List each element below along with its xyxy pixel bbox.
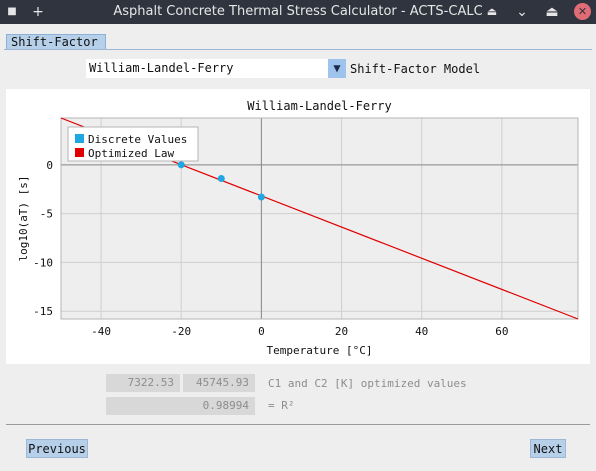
- chart-title: William-Landel-Ferry: [247, 99, 392, 113]
- next-button[interactable]: Next: [530, 439, 566, 458]
- c1-field[interactable]: 7322.53: [106, 374, 180, 392]
- legend-label: Discrete Values: [88, 133, 187, 146]
- discrete-value-point: [257, 193, 265, 201]
- x-tick-label: 60: [495, 325, 508, 338]
- tab-shift-factor[interactable]: Shift-Factor: [6, 34, 106, 49]
- add-icon[interactable]: +: [32, 4, 44, 20]
- x-tick-label: 0: [258, 325, 265, 338]
- x-axis-label: Temperature [°C]: [267, 344, 373, 357]
- y-tick-label: -15: [33, 305, 53, 318]
- plot-frame: [60, 117, 579, 320]
- y-tick-label: -10: [33, 256, 53, 269]
- maximize-icon[interactable]: ⏏: [545, 4, 559, 20]
- r2-label: = R²: [268, 399, 295, 412]
- window-title: Asphalt Concrete Thermal Stress Calculat…: [113, 4, 483, 19]
- legend-swatch: [75, 134, 84, 143]
- legend-swatch: [75, 148, 84, 157]
- r2-field[interactable]: 0.98994: [106, 397, 255, 415]
- x-tick-label: 40: [415, 325, 428, 338]
- separator: [6, 424, 590, 425]
- chart-panel: -40 -20 0 20 40 60 0 -5 -10 -15 William-Landel-Fer…: [6, 89, 590, 364]
- legend-label: Optimized Law: [88, 147, 174, 160]
- pin-icon[interactable]: ⏏: [486, 5, 498, 18]
- y-tick-label: -5: [40, 208, 53, 221]
- legend-box: [67, 126, 199, 162]
- y-tick-label: 0: [46, 159, 53, 172]
- minimize-icon[interactable]: ⌄: [516, 4, 528, 20]
- dropdown-arrow-icon[interactable]: ▼: [328, 59, 346, 78]
- x-tick-label: -40: [91, 325, 111, 338]
- tab-divider: [4, 49, 592, 50]
- c2-field[interactable]: 45745.93: [183, 374, 255, 392]
- c-values-label: C1 and C2 [K] optimized values: [268, 377, 467, 390]
- y-axis-label: log10(aT) [s]: [17, 175, 30, 261]
- x-tick-label: -20: [171, 325, 191, 338]
- close-icon[interactable]: ✕: [574, 3, 591, 20]
- window-menu-icon[interactable]: ■: [7, 6, 17, 17]
- title-bar: ■ + Asphalt Concrete Thermal Stress Calc…: [0, 0, 596, 24]
- wlf-chart: -40 -20 0 20 40 60 0 -5 -10 -15 William-Landel-Fer…: [17, 99, 579, 357]
- discrete-value-point: [217, 174, 225, 182]
- shift-factor-model-select[interactable]: William-Landel-Ferry: [86, 59, 330, 78]
- x-tick-label: 20: [335, 325, 348, 338]
- shift-factor-model-label: Shift-Factor Model: [350, 62, 481, 76]
- discrete-value-point: [177, 161, 185, 169]
- previous-button[interactable]: Previous: [26, 439, 88, 458]
